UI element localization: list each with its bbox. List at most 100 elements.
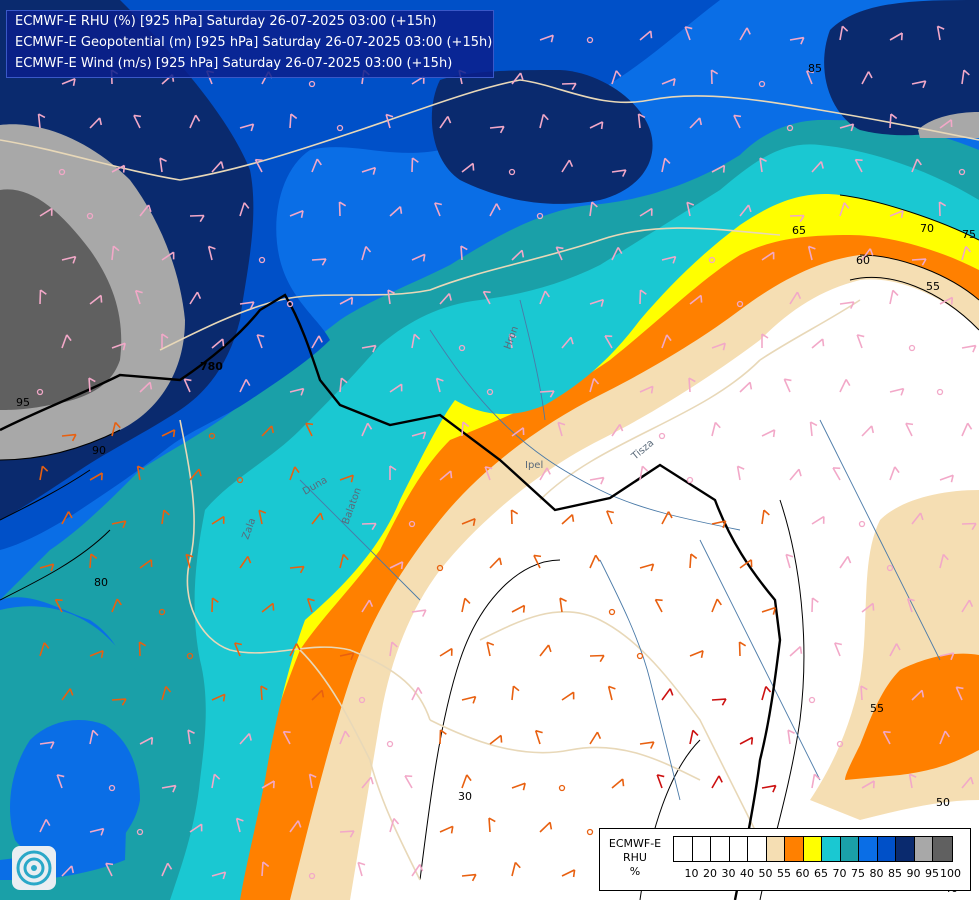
legend-swatch (729, 837, 748, 861)
wind-barb-icon (789, 214, 805, 223)
rh-band-90-northeast (824, 0, 979, 136)
rh-band-100 (0, 189, 122, 410)
calm-wind-icon (558, 784, 566, 792)
legend-tick-label: 80 (869, 867, 884, 880)
wind-barb-icon (589, 121, 604, 130)
calm-wind-icon (758, 80, 766, 88)
wind-barb-icon (539, 34, 554, 43)
wind-barb-icon (688, 377, 696, 393)
wind-barb-icon (389, 465, 397, 480)
wind-barb-icon (534, 729, 543, 745)
wind-barb-icon (611, 247, 623, 261)
wind-barb-icon (561, 159, 574, 173)
wind-barb-icon (911, 258, 927, 266)
wind-barb-icon (189, 214, 205, 223)
contour-label-55-south: 55 (870, 702, 884, 715)
wind-barb-icon (661, 255, 677, 264)
wind-barb-icon (339, 553, 349, 569)
wind-barb-icon (461, 774, 472, 789)
wind-barb-icon (684, 26, 693, 41)
wind-barb-icon (289, 820, 302, 833)
calm-wind-icon (536, 212, 544, 220)
wind-barb-icon (811, 161, 824, 173)
wind-barb-icon (789, 291, 802, 305)
wind-barb-icon (411, 431, 427, 440)
wind-barb-icon (761, 606, 777, 615)
wind-barb-icon (339, 830, 355, 838)
wind-barb-icon (289, 565, 305, 574)
wind-barb-icon (37, 113, 46, 129)
legend-tick-label: 90 (906, 867, 921, 880)
wind-barb-icon (711, 598, 722, 613)
contour-label-70: 70 (920, 222, 934, 235)
wind-barb-icon (189, 823, 203, 833)
wind-barb-icon (111, 245, 120, 261)
wind-barb-icon (661, 688, 674, 701)
wind-barb-icon (434, 202, 442, 217)
wind-barb-icon (139, 559, 153, 569)
wind-barb-icon (461, 695, 477, 704)
wind-barb-icon (111, 342, 126, 351)
title-box: ECMWF-E RHU (%) [925 hPa] Saturday 26-07… (6, 10, 494, 78)
wind-barb-icon (385, 113, 394, 129)
legend-swatch (692, 837, 711, 861)
wind-barb-icon (661, 511, 673, 525)
calm-wind-icon (58, 168, 66, 176)
wind-barb-icon (239, 202, 250, 217)
wind-barb-icon (260, 685, 268, 701)
wind-barb-icon (533, 554, 542, 569)
wind-barb-icon (161, 686, 172, 701)
wind-barb-icon (789, 646, 803, 657)
wind-barb-icon (589, 201, 598, 217)
wind-barb-icon (711, 775, 723, 789)
wind-barb-icon (339, 730, 350, 745)
wind-barb-icon (839, 25, 849, 41)
wind-barb-icon (939, 652, 955, 661)
calm-wind-icon (808, 696, 816, 704)
wind-barb-icon (561, 869, 576, 878)
wind-barb-icon (161, 333, 169, 348)
wind-barb-icon (289, 387, 305, 396)
wind-barb-icon (411, 863, 424, 877)
wind-barbs (36, 25, 977, 882)
legend-swatch (785, 837, 804, 861)
wind-barb-icon (439, 729, 447, 745)
wind-barb-icon (961, 422, 973, 437)
wind-barb-icon (88, 377, 96, 393)
contour-label-780: 780 (200, 360, 223, 373)
calm-wind-icon (136, 828, 144, 836)
wind-barb-icon (905, 422, 914, 437)
wind-barb-icon (854, 158, 863, 173)
wind-barb-icon (761, 686, 772, 701)
legend-tick-label: 75 (851, 867, 865, 880)
wind-barb-icon (555, 246, 564, 261)
calm-wind-icon (258, 256, 266, 264)
wind-barb-icon (689, 294, 703, 305)
calm-wind-icon (708, 256, 716, 264)
legend-tick-label: 95 (925, 867, 939, 880)
wind-barb-icon (311, 158, 322, 173)
wind-barb-icon (689, 650, 704, 658)
wind-barb-icon (759, 157, 767, 173)
wind-barb-icon (511, 782, 526, 791)
wind-barb-icon (138, 641, 147, 657)
title-rhu: ECMWF-E RHU (%) [925 hPa] Saturday 26-07… (15, 14, 437, 29)
wind-barb-icon (161, 862, 173, 877)
legend-swatch (840, 837, 859, 861)
wind-barb-icon (832, 467, 841, 481)
wind-barb-icon (461, 597, 471, 613)
calm-wind-icon (958, 168, 966, 176)
wind-barb-icon (508, 333, 517, 349)
wind-barb-icon (239, 379, 251, 393)
legend-swatch (896, 837, 915, 861)
wind-barb-icon (189, 291, 202, 305)
wind-barb-icon (809, 421, 818, 437)
wind-barb-icon (361, 166, 377, 175)
wind-barb-icon (89, 294, 103, 305)
wind-barb-icon (839, 379, 851, 393)
wind-barb-icon (561, 691, 575, 701)
wind-barb-icon (689, 117, 703, 129)
wind-barb-icon (61, 865, 75, 877)
wind-barb-icon (739, 381, 753, 393)
wind-barb-icon (689, 553, 698, 569)
